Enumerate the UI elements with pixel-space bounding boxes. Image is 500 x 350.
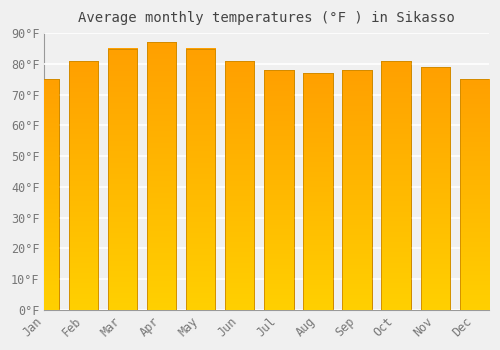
Bar (69, 61, 98, 310)
Bar (382, 61, 410, 310)
Bar (420, 67, 450, 310)
Bar (108, 49, 138, 310)
Bar (147, 42, 176, 310)
Bar (382, 61, 410, 310)
Title: Average monthly temperatures (°F ) in Sikasso: Average monthly temperatures (°F ) in Si… (78, 11, 455, 25)
Bar (186, 49, 216, 310)
Bar (30, 79, 59, 310)
Bar (69, 61, 98, 310)
Bar (186, 49, 216, 310)
Bar (304, 73, 332, 310)
Bar (460, 79, 489, 310)
Bar (225, 61, 254, 310)
Bar (342, 70, 372, 310)
Bar (264, 70, 294, 310)
Bar (147, 42, 176, 310)
Bar (342, 70, 372, 310)
Bar (264, 70, 294, 310)
Bar (225, 61, 254, 310)
Bar (420, 67, 450, 310)
Bar (304, 73, 332, 310)
Bar (30, 79, 59, 310)
Bar (460, 79, 489, 310)
Bar (108, 49, 138, 310)
